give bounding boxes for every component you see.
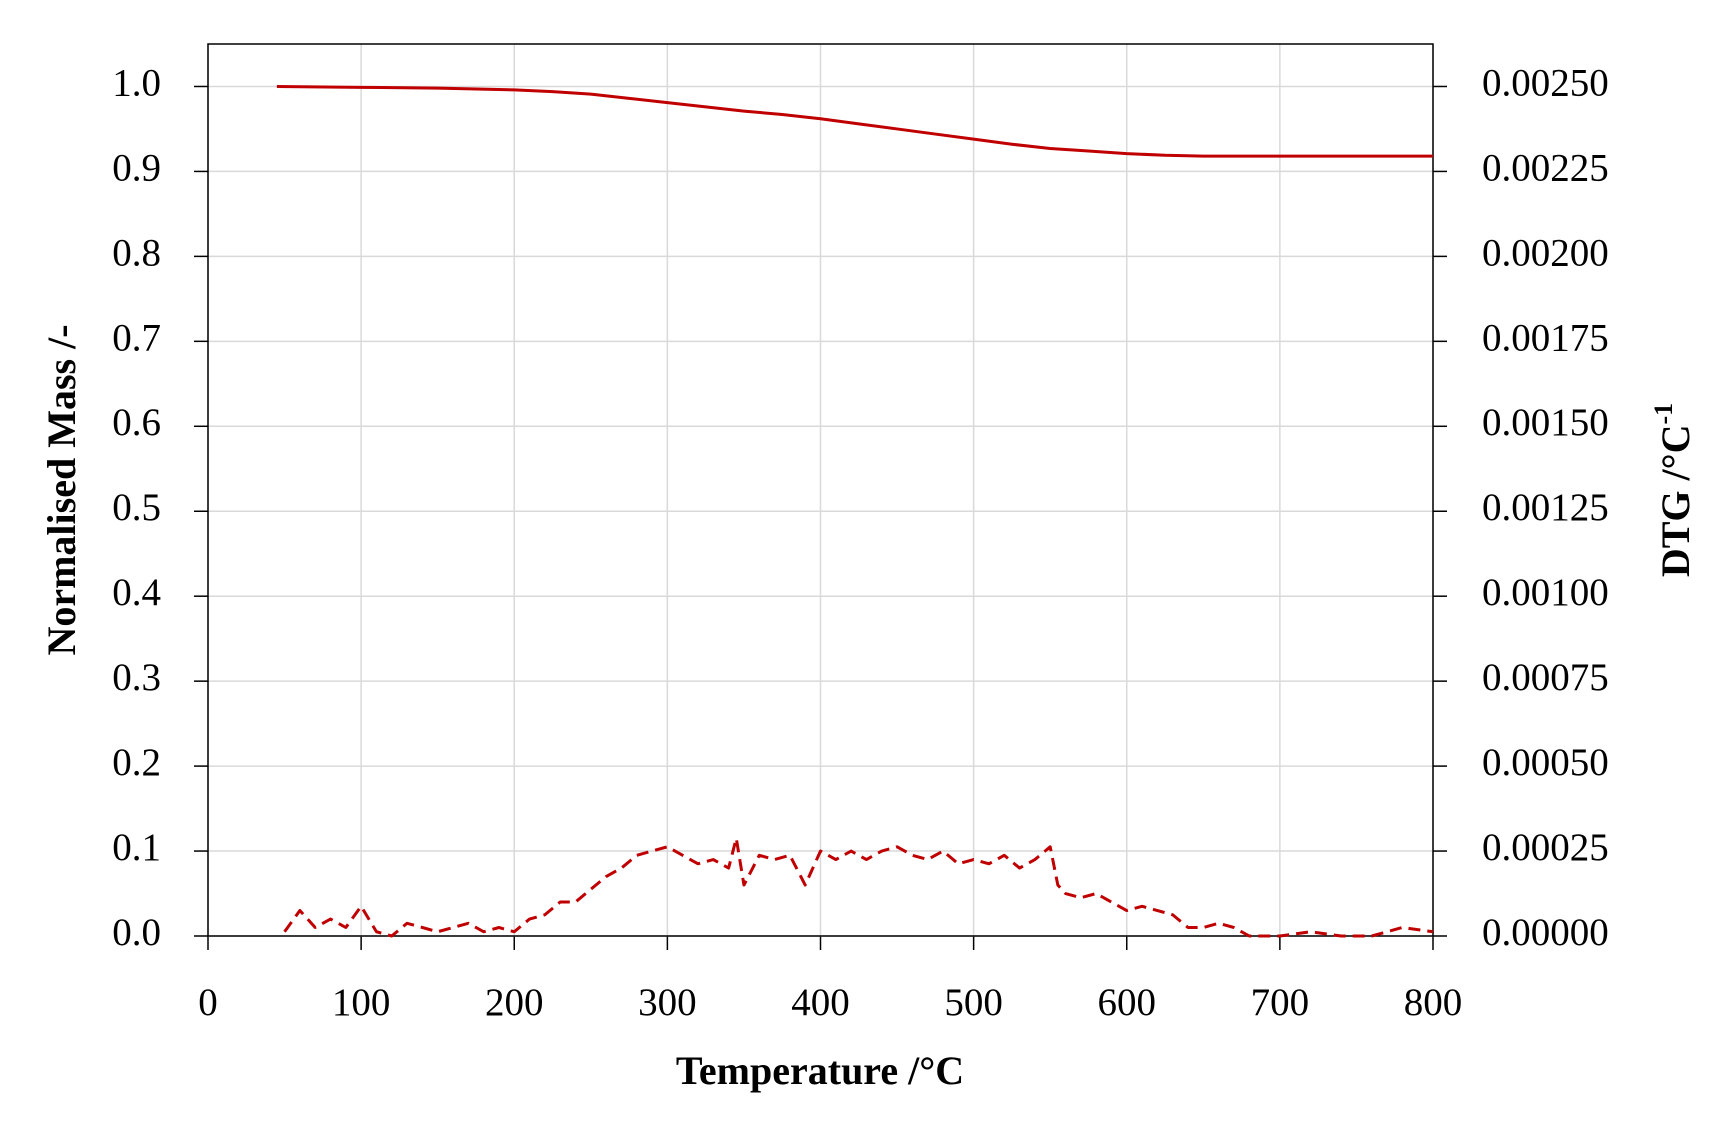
plot-frame [207, 43, 1434, 937]
x-tick-label: 400 [791, 981, 850, 1024]
data-line [276, 84, 1433, 158]
y-tick-label: 0.3 [112, 656, 161, 699]
x-tick-label: 200 [485, 981, 544, 1024]
y-tick-label: 0.7 [112, 316, 161, 359]
x-axis-title: Temperature /°C [676, 1048, 964, 1093]
y2-axis-title-superscript: -1 [1649, 403, 1678, 425]
y2-tick-label: 0.00125 [1482, 486, 1609, 529]
y2-tick-label: 0.00200 [1482, 231, 1609, 274]
x-tick-label: 0 [198, 981, 218, 1024]
y2-tick-label: 0.00100 [1482, 571, 1609, 614]
y-tick-label: 0.1 [112, 826, 161, 869]
y2-tick-label: 0.00000 [1482, 911, 1609, 954]
y2-tick-label: 0.00175 [1482, 316, 1609, 359]
x-tick-label: 500 [944, 981, 1003, 1024]
y-tick-label: 0.9 [112, 146, 161, 189]
y2-tick-label: 0.00075 [1482, 656, 1609, 699]
y-tick-label: 0.6 [112, 401, 161, 444]
y2-tick-label: 0.00050 [1482, 741, 1609, 784]
x-tick-label: 800 [1404, 981, 1463, 1024]
y-tick-label: 0.2 [112, 741, 161, 784]
y2-tick-label: 0.00150 [1482, 401, 1609, 444]
data-line [283, 836, 1434, 938]
y2-axis-title-main: DTG /°C [1653, 424, 1698, 577]
x-tick-label: 600 [1098, 981, 1157, 1024]
y-axis-title: Normalised Mass /- [39, 324, 84, 655]
y2-tick-label: 0.00250 [1482, 61, 1609, 104]
y-tick-label: 1.0 [112, 61, 161, 104]
x-tick-label: 700 [1251, 981, 1310, 1024]
x-tick-label: 100 [332, 981, 391, 1024]
x-tick-label: 300 [638, 981, 697, 1024]
y-tick-label: 0.8 [112, 231, 161, 274]
y-tick-label: 0.4 [112, 571, 161, 614]
y-tick-label: 0.5 [112, 486, 161, 529]
y2-tick-label: 0.00025 [1482, 826, 1609, 869]
y-tick-label: 0.0 [112, 911, 161, 954]
y2-tick-label: 0.00225 [1482, 146, 1609, 189]
y2-axis-title: DTG /°C-1 [1649, 403, 1698, 577]
